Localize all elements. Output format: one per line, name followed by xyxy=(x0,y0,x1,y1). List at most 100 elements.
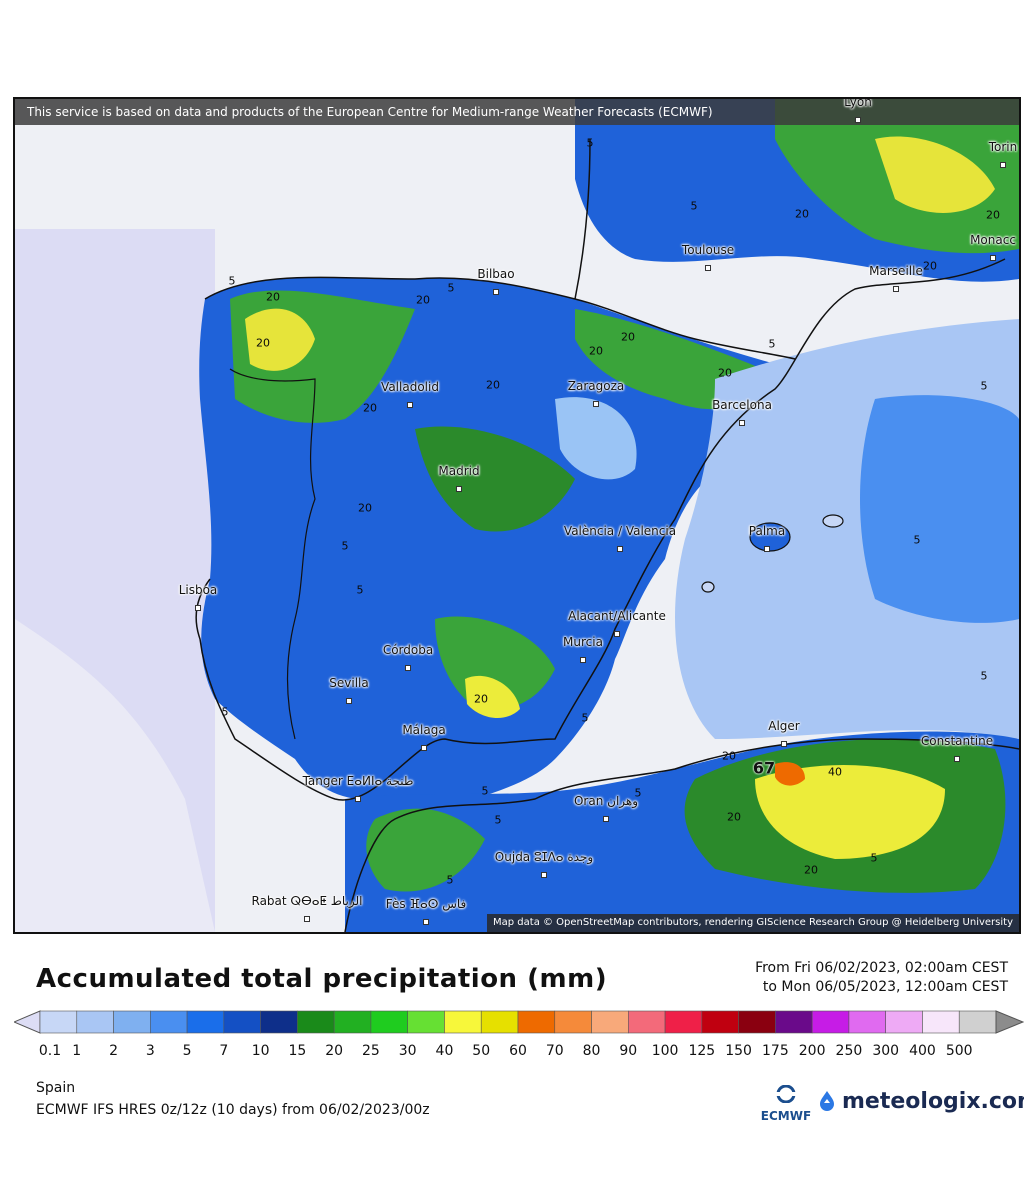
model-run-label: ECMWF IFS HRES 0z/12z (10 days) from 06/… xyxy=(36,1102,430,1118)
colorbar-tick-label: 60 xyxy=(509,1043,527,1059)
colorbar-segment xyxy=(260,1010,298,1034)
colorbar-tick-label: 90 xyxy=(619,1043,638,1059)
region-label: Spain xyxy=(36,1080,76,1096)
period-to: to Mon 06/05/2023, 12:00am CEST xyxy=(762,979,1008,995)
colorbar-tick-label: 300 xyxy=(872,1043,900,1059)
contour-label: 40 xyxy=(828,765,842,779)
contour-label: 20 xyxy=(804,863,818,877)
colorbar-tick-label: 15 xyxy=(288,1043,307,1059)
colorbar-segment xyxy=(885,1010,923,1034)
map-canvas xyxy=(15,99,1019,932)
city-label: València / Valencia xyxy=(563,524,677,538)
osm-attribution[interactable]: Map data © OpenStreetMap contributors, r… xyxy=(487,914,1019,932)
city-label: Lyon xyxy=(844,97,872,109)
colorbar-segment xyxy=(186,1010,225,1034)
contour-label: 5 xyxy=(481,784,489,798)
morocco-green xyxy=(366,808,485,892)
colorbar-segment xyxy=(39,1010,78,1034)
city-marker xyxy=(541,872,547,878)
algeria-yellow xyxy=(755,765,945,859)
city-marker xyxy=(1000,162,1006,168)
precipitation-map[interactable]: This service is based on data and produc… xyxy=(13,97,1021,934)
colorbar-tick-label: 0.1 xyxy=(38,1043,62,1059)
city-label: Oujda ⵓⵊⴷⴰ وجدة xyxy=(494,850,594,864)
contour-label: 5 xyxy=(221,705,229,719)
city-marker xyxy=(407,402,413,408)
contour-label: 5 xyxy=(690,199,698,213)
colorbar-segment xyxy=(628,1010,666,1034)
colorbar-segment xyxy=(958,1010,997,1034)
colorbar-segment xyxy=(848,1010,886,1034)
city-label: Rabat ⵕⴱⴰⵟ الرباط xyxy=(251,894,363,908)
colorbar-tick-label: 80 xyxy=(582,1043,601,1059)
mallorca-island xyxy=(749,522,791,552)
city-label: Alger xyxy=(768,719,800,733)
ibiza-island xyxy=(701,581,715,593)
colorbar-segment xyxy=(150,1010,188,1034)
alps-yellow xyxy=(875,136,995,213)
city-marker xyxy=(705,265,711,271)
contour-label: 20 xyxy=(718,366,732,380)
city-marker xyxy=(421,745,427,751)
ecmwf-logo-text: ECMWF xyxy=(760,1109,812,1123)
city-marker xyxy=(456,486,462,492)
city-label: Zaragoza xyxy=(567,379,625,393)
contour-label: 5 xyxy=(446,873,454,887)
contour-label: 20 xyxy=(795,207,809,221)
menorca-island xyxy=(822,514,844,528)
contour-label: 5 xyxy=(581,711,589,725)
colorbar-segment xyxy=(664,1010,703,1034)
city-marker xyxy=(739,420,745,426)
city-marker xyxy=(764,546,770,552)
contour-label: 20 xyxy=(722,749,736,763)
city-label: Madrid xyxy=(438,464,480,478)
city-label: Córdoba xyxy=(382,643,434,657)
colorbar-min-arrow xyxy=(14,1010,41,1034)
central-green xyxy=(415,426,575,532)
city-label: Murcia xyxy=(563,635,603,649)
contour-label: 5 xyxy=(980,379,988,393)
contour-label: 20 xyxy=(486,378,500,392)
colorbar-tick-label: 1 xyxy=(72,1043,82,1059)
south-green xyxy=(435,616,555,709)
colorbar-segment xyxy=(922,1010,960,1034)
city-marker xyxy=(355,796,361,802)
colorbar-max-arrow xyxy=(995,1010,1024,1034)
max-value-label: 67 xyxy=(752,758,776,778)
legend-title: Accumulated total precipitation (mm) xyxy=(36,964,608,994)
contour-label: 20 xyxy=(727,810,741,824)
city-marker xyxy=(346,698,352,704)
city-label: Barcelona xyxy=(712,398,772,412)
colorbar-tick-label: 100 xyxy=(651,1043,679,1059)
contour-label: 20 xyxy=(621,330,635,344)
ecmwf-attribution: This service is based on data and produc… xyxy=(15,99,1019,125)
colorbar-tick-label: 250 xyxy=(835,1043,863,1059)
contour-label: 5 xyxy=(447,281,455,295)
colorbar-tick-label: 150 xyxy=(725,1043,752,1059)
contour-label: 5 xyxy=(870,851,878,865)
coastline-africa xyxy=(344,738,1019,932)
contour-label: 20 xyxy=(358,501,372,515)
south-yellow xyxy=(465,675,520,719)
colorbar-segment xyxy=(811,1010,850,1034)
meteologix-logo[interactable]: meteologix.com xyxy=(815,1086,1024,1116)
city-marker xyxy=(405,665,411,671)
contour-label: 5 xyxy=(494,813,502,827)
period-from: From Fri 06/02/2023, 02:00am CEST xyxy=(755,960,1008,976)
coastline-iberia xyxy=(195,138,1006,801)
colorbar-tick-label: 125 xyxy=(688,1043,716,1059)
ecmwf-emblem-icon xyxy=(773,1084,799,1104)
city-marker xyxy=(423,919,429,925)
colorbar-segment xyxy=(554,1010,592,1034)
city-label: Málaga xyxy=(402,723,446,737)
colorbar-tick-label: 400 xyxy=(909,1043,936,1059)
colorbar-tick-label: 175 xyxy=(762,1043,789,1059)
colorbar-segment xyxy=(113,1010,151,1034)
city-label: Monacc xyxy=(970,233,1016,247)
city-marker xyxy=(580,657,586,663)
contour-label: 5 xyxy=(341,539,349,553)
city-label: Toulouse xyxy=(681,243,735,257)
contour-label: 20 xyxy=(986,208,1000,222)
city-marker xyxy=(855,117,861,123)
ecmwf-logo[interactable]: ECMWF xyxy=(760,1084,812,1125)
